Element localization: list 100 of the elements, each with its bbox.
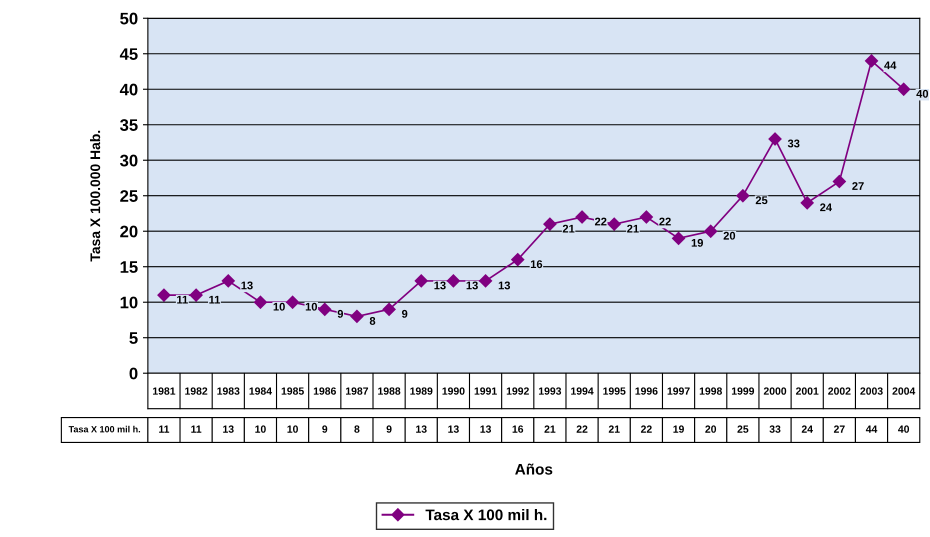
x-tick-label: 1997: [668, 387, 690, 395]
annotation: 40: [916, 90, 928, 98]
point: [672, 232, 686, 245]
point: [608, 218, 621, 231]
y-tick-label: 20: [120, 226, 138, 238]
point: [478, 274, 492, 288]
point: [254, 296, 268, 309]
point: [511, 253, 524, 266]
data-label: 16: [512, 425, 524, 433]
annotation: 13: [466, 282, 478, 290]
data-label: 44: [866, 426, 878, 433]
point: [704, 224, 718, 238]
x-tick-label: 1998: [700, 387, 722, 395]
annotation: 13: [434, 282, 446, 290]
data-label: 13: [416, 425, 427, 433]
annotation: 8: [370, 316, 376, 325]
point: [414, 274, 428, 288]
annotation: 10: [274, 302, 285, 311]
y-tick-label: 45: [120, 48, 138, 60]
annotation: 44: [884, 62, 896, 70]
point: [736, 189, 750, 202]
y-tick-label: 10: [120, 296, 138, 308]
annotation: 11: [209, 296, 220, 304]
point: [897, 82, 910, 96]
x-tick-label: 1991: [474, 387, 497, 395]
x-axis-title: Años: [515, 464, 552, 475]
x-tick-label: 1990: [442, 387, 465, 395]
x-tick-label: 1988: [378, 387, 400, 395]
x-tick-label: 1993: [538, 387, 562, 395]
point: [350, 310, 364, 324]
x-tick-label: 1989: [410, 387, 432, 395]
point: [382, 302, 396, 316]
y-tick-label: 50: [120, 12, 138, 24]
data-label: 11: [191, 426, 202, 433]
data-label: 10: [287, 425, 298, 433]
data-label: 13: [223, 425, 234, 433]
point: [575, 210, 589, 224]
x-tick-label: 1985: [282, 387, 304, 395]
annotation: 9: [338, 310, 344, 318]
annotation: 13: [498, 282, 510, 290]
y-tick-label: 35: [120, 119, 138, 131]
x-tick-label: 1996: [635, 387, 658, 395]
point: [157, 288, 171, 302]
y-tick-label: 0: [130, 368, 138, 380]
y-tick-label: 15: [120, 261, 138, 273]
data-label: 13: [448, 425, 459, 433]
x-tick-label: 2000: [764, 387, 786, 395]
x-tick-label: 1992: [506, 387, 529, 395]
point: [318, 302, 332, 316]
x-tick-label: 1984: [250, 387, 272, 395]
data-label: 21: [608, 425, 620, 433]
data-label: 22: [576, 425, 588, 433]
point: [543, 218, 556, 231]
x-tick-label: 2003: [860, 387, 883, 395]
x-tick-label: 2002: [828, 387, 851, 395]
data-label: 27: [834, 425, 845, 433]
annotation: 21: [627, 224, 639, 232]
annotation: 20: [724, 232, 736, 240]
y-tick-label: 40: [120, 84, 138, 96]
point: [222, 274, 235, 288]
data-label: 9: [322, 425, 328, 433]
data-label: 19: [673, 425, 684, 433]
point: [768, 132, 782, 146]
x-tick-label: 1987: [346, 387, 368, 395]
x-tick-label: 1986: [314, 387, 336, 395]
y-tick-label: 30: [120, 154, 138, 166]
point: [640, 210, 653, 224]
annotation: 9: [402, 310, 408, 318]
annotation: 27: [852, 182, 864, 190]
point: [190, 288, 203, 302]
data-label: 25: [737, 425, 748, 433]
x-tick-label: 1982: [185, 387, 208, 395]
annotation: 33: [788, 140, 800, 148]
x-tick-label: 1995: [603, 387, 626, 395]
point: [800, 196, 814, 210]
y-tick-label: 25: [120, 190, 138, 202]
legend-label: Tasa X 100 mil h.: [426, 509, 546, 520]
data-label: 33: [769, 425, 780, 433]
point: [446, 274, 460, 288]
data-label: 20: [705, 425, 716, 433]
point: [832, 174, 846, 188]
data-label: 22: [640, 425, 652, 433]
annotation: 16: [530, 260, 542, 268]
y-axis-title: Tasa X 100.000 Hab.: [90, 130, 100, 262]
data-label: 21: [544, 425, 556, 433]
data-label: 11: [159, 426, 170, 433]
point: [286, 296, 300, 309]
data-label: 9: [386, 425, 392, 433]
annotation: 11: [177, 296, 188, 304]
data-label: 24: [802, 425, 813, 433]
data-label: 40: [898, 425, 910, 433]
annotation: 13: [241, 282, 253, 290]
x-tick-label: 1981: [153, 387, 176, 395]
data-label: 13: [480, 425, 491, 433]
data-label: 8: [354, 425, 360, 433]
x-tick-label: 2004: [892, 387, 916, 395]
annotation: 22: [659, 218, 671, 226]
annotation: 21: [562, 224, 574, 232]
annotation: 19: [692, 238, 703, 247]
annotation: 24: [820, 203, 832, 212]
